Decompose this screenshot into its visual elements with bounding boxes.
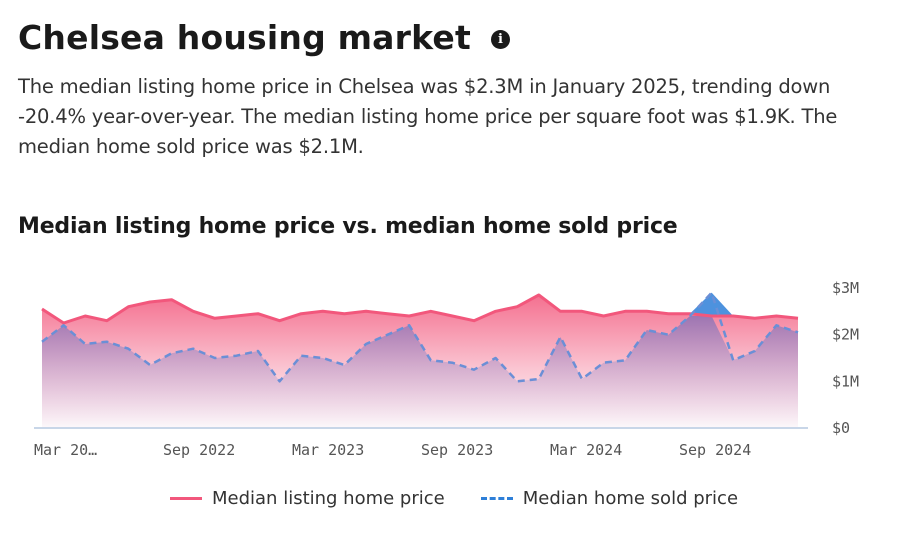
legend-sold-swatch <box>480 497 513 500</box>
x-tick-label: Mar 2024 <box>550 441 622 459</box>
page-title: Chelsea housing market <box>18 18 471 57</box>
y-tick-label: $0 <box>832 419 850 437</box>
x-tick-label: Mar 2023 <box>292 441 364 459</box>
legend-sold-label: Median home sold price <box>522 488 739 509</box>
sold-line <box>41 291 799 383</box>
title-row: Chelsea housing market i <box>18 18 510 57</box>
sold-above-listing-area <box>690 292 734 316</box>
legend-listing-label: Median listing home price <box>212 488 445 509</box>
price-chart: $3M $2M $1M $0 Mar 20… Sep 2022 Mar 2023 Sep 20… <box>34 279 859 459</box>
sold-area <box>42 316 798 428</box>
legend-listing[interactable]: Median listing home price <box>170 488 445 509</box>
y-tick-label: $2M <box>832 326 859 344</box>
listing-line <box>41 293 799 325</box>
x-tick-label: Sep 2023 <box>421 441 493 459</box>
info-icon[interactable]: i <box>490 30 510 49</box>
chart-title: Median listing home price vs. median hom… <box>18 214 678 239</box>
x-tick-label: Sep 2024 <box>679 441 751 459</box>
legend-sold[interactable]: Median home sold price <box>480 488 739 509</box>
legend-listing-swatch <box>170 497 202 500</box>
market-summary: The median listing home price in Chelsea… <box>18 75 838 158</box>
x-tick-label: Sep 2022 <box>163 441 235 459</box>
y-tick-label: $1M <box>832 372 859 390</box>
x-tick-label: Mar 20… <box>34 441 97 459</box>
chart-legend: Median listing home price Median home so… <box>170 488 774 509</box>
y-tick-label: $3M <box>832 279 859 297</box>
